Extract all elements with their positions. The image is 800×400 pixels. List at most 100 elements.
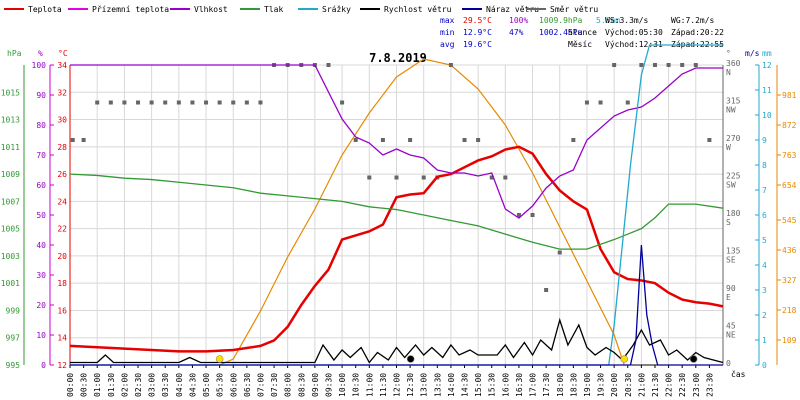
wind-dir-point — [489, 175, 494, 180]
wind-dir-point — [136, 100, 141, 105]
dir-tick-label: 270 — [726, 134, 741, 143]
press-tick-label: 1001 — [1, 279, 20, 288]
wind-dir-point — [584, 100, 589, 105]
wind-dir-point — [353, 138, 358, 142]
x-tick-label: 15:00 — [474, 373, 483, 397]
legend-label: Vlhkost — [194, 5, 228, 14]
stat-max-hum: 100% — [509, 16, 528, 25]
x-tick-label: 21:00 — [637, 373, 646, 397]
x-tick-label: 22:30 — [678, 373, 687, 397]
x-tick-label: 04:30 — [188, 373, 197, 397]
temp-tick-label: 26 — [57, 170, 67, 179]
stat-max-temp: 29.5°C — [463, 16, 492, 25]
hum-tick-label: 10 — [36, 331, 46, 340]
hum-tick-label: 0 — [41, 361, 46, 370]
x-tick-label: 13:30 — [433, 373, 442, 397]
temp-tick-label: 22 — [57, 225, 67, 234]
wind-dir-point — [204, 100, 209, 105]
x-tick-label: 14:00 — [447, 373, 456, 397]
rain-tick-label: 218 — [782, 306, 797, 315]
sun-elevation-line — [219, 58, 625, 366]
x-tick-label: 19:00 — [583, 373, 592, 397]
x-tick-label: 12:00 — [393, 373, 402, 397]
stat-min-hum: 47% — [509, 28, 524, 37]
wind-tick-label: 7 — [762, 186, 767, 195]
wind-tick-label: 6 — [762, 211, 767, 220]
wind-dir-point — [149, 100, 154, 105]
wind-dir-point — [516, 213, 521, 217]
rain-tick-label: 545 — [782, 216, 797, 225]
rain-tick-label: 436 — [782, 246, 797, 255]
wind-dir-point — [639, 63, 644, 67]
info-sun-rise: Východ:05:30 — [605, 28, 663, 37]
series-line-vlhkost — [70, 64, 723, 219]
wind-dir-point — [557, 250, 562, 255]
x-tick-label: 07:00 — [256, 373, 265, 397]
press-tick-label: 1003 — [1, 252, 20, 261]
x-tick-label: 00:30 — [80, 373, 89, 397]
press-tick-label: 997 — [6, 334, 21, 343]
unit-time: čas — [731, 369, 746, 379]
x-tick-label: 15:30 — [488, 373, 497, 397]
wind-dir-point — [231, 100, 236, 105]
wind-dir-point — [530, 213, 535, 217]
x-tick-label: 06:30 — [243, 373, 252, 397]
x-tick-label: 05:30 — [216, 373, 225, 397]
wind-dir-point — [258, 100, 263, 105]
wind-dir-point — [190, 100, 195, 105]
x-tick-label: 19:30 — [597, 373, 606, 397]
wind-dir-point — [544, 288, 549, 292]
wind-dir-point — [612, 63, 617, 67]
x-tick-label: 09:30 — [324, 373, 333, 397]
wind-tick-label: 1 — [762, 336, 767, 345]
wind-dir-point — [680, 63, 685, 67]
wind-dir-point — [666, 63, 671, 67]
temp-tick-label: 28 — [57, 143, 67, 152]
stat-avg-label: avg — [440, 40, 455, 49]
x-tick-label: 17:00 — [529, 373, 538, 397]
stat-min-press: 1002.4hPa — [539, 28, 583, 37]
hum-tick-label: 70 — [36, 151, 46, 160]
dir-compass-label: NE — [726, 331, 736, 340]
legend-label: Teplota — [28, 5, 62, 14]
temp-tick-label: 16 — [57, 306, 67, 315]
wind-dir-point — [448, 63, 453, 67]
wind-dir-point — [462, 138, 467, 142]
legend-label: Směr větru — [550, 5, 598, 14]
info-moon-label: Měsíc — [568, 40, 592, 49]
unit-hpa: hPa — [7, 49, 22, 58]
info-wg: WG:7.2m/s — [671, 16, 715, 25]
x-tick-label: 20:00 — [610, 373, 619, 397]
dir-tick-label: 225 — [726, 172, 741, 181]
stat-max-rain: 5.5mm — [596, 16, 620, 25]
wind-dir-point — [421, 175, 426, 180]
wind-dir-point — [244, 100, 249, 105]
hum-tick-label: 20 — [36, 301, 46, 310]
wind-dir-point — [70, 138, 75, 142]
hum-tick-label: 80 — [36, 121, 46, 130]
x-tick-label: 03:00 — [148, 373, 157, 397]
hum-tick-label: 40 — [36, 241, 46, 250]
unit-pct: % — [38, 49, 43, 58]
dir-compass-label: E — [726, 293, 731, 302]
x-tick-label: 00:00 — [66, 373, 75, 397]
hum-tick-label: 30 — [36, 271, 46, 280]
rain-tick-label: 109 — [782, 336, 797, 345]
press-tick-label: 1007 — [1, 197, 20, 206]
press-tick-label: 995 — [6, 361, 21, 370]
wind-dir-point — [367, 175, 372, 180]
x-tick-label: 20:30 — [624, 373, 633, 397]
x-tick-label: 08:30 — [297, 373, 306, 397]
wind-tick-label: 9 — [762, 136, 767, 145]
x-tick-label: 01:00 — [93, 373, 102, 397]
x-tick-label: 01:30 — [107, 373, 116, 397]
wind-dir-point — [476, 138, 481, 142]
x-tick-label: 12:30 — [406, 373, 415, 397]
wind-tick-label: 2 — [762, 311, 767, 320]
x-tick-label: 13:00 — [420, 373, 429, 397]
wind-dir-point — [380, 138, 385, 142]
wind-tick-label: 3 — [762, 286, 767, 295]
wind-tick-label: 0 — [762, 361, 767, 370]
x-tick-label: 02:00 — [120, 373, 129, 397]
info-ws: WS:3.3m/s — [605, 16, 649, 25]
